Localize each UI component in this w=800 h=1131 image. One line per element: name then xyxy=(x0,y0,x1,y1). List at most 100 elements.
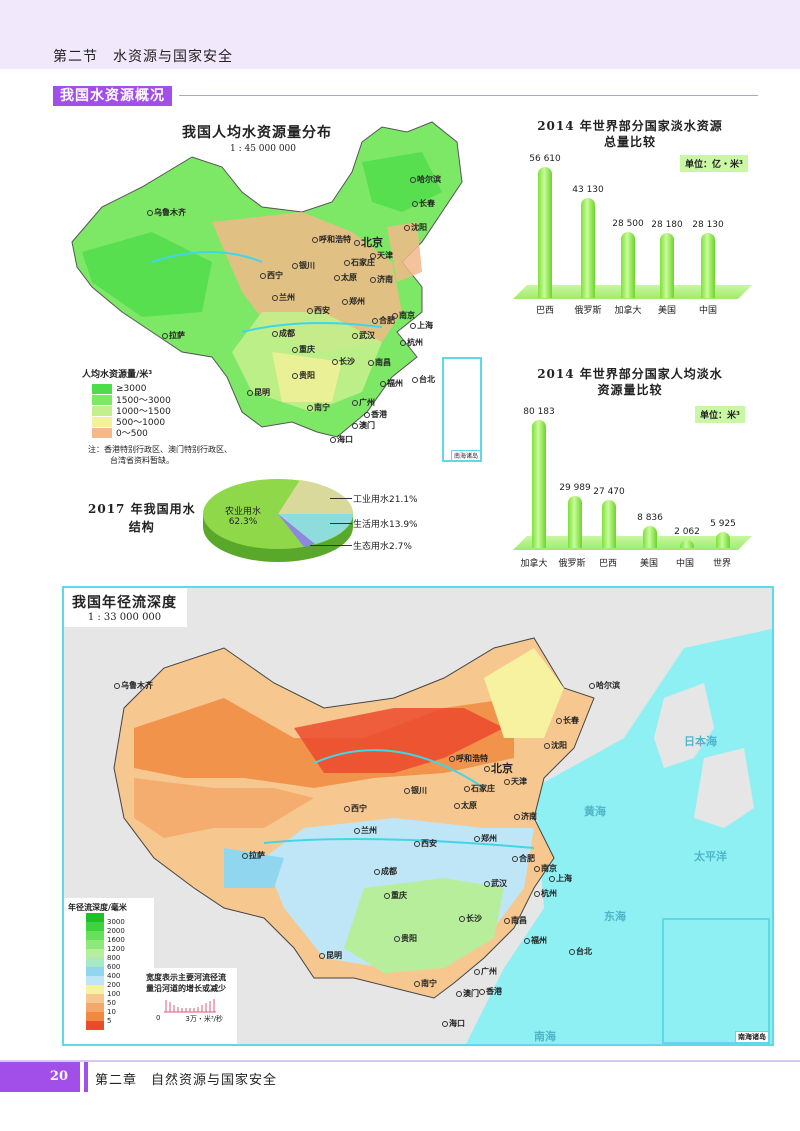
bar xyxy=(643,526,657,548)
city-label: 哈尔滨 xyxy=(589,680,620,691)
legend-item: 500～1000 xyxy=(92,416,171,428)
legend-item: 50 xyxy=(86,994,150,1007)
bar-usa: 28 180 xyxy=(647,115,687,298)
city-label: 兰州 xyxy=(354,825,377,836)
legend-label: 100 xyxy=(107,990,121,998)
bar-china: 28 130 xyxy=(688,115,728,298)
legend-text: 量沿河道的增长或减少 xyxy=(146,984,226,993)
city-label: 香港 xyxy=(479,986,502,997)
legend-swatch xyxy=(86,913,104,922)
legend-swatch xyxy=(86,967,104,976)
bar-area: 80 183 29 989 27 470 8 836 2 062 5 925 xyxy=(517,363,757,548)
total-freshwater-chart: 2014 年世界部分国家淡水资源 总量比较 单位：亿・米³ 56 610 43 … xyxy=(505,115,755,320)
bar xyxy=(532,420,546,548)
legend-title: 年径流深度/毫米 xyxy=(68,903,127,912)
runoff-legend: 年径流深度/毫米 3000 2000 1600 1200 800 600 400… xyxy=(64,898,154,1044)
sea-label: 东海 xyxy=(604,910,626,923)
city-label: 西安 xyxy=(307,305,330,316)
divider xyxy=(179,95,758,96)
map-title: 我国年径流深度 xyxy=(72,595,177,611)
pie-title-line: 结构 xyxy=(128,520,155,534)
bar xyxy=(701,233,715,298)
river-width-scale: 0 3万・米³/秒 xyxy=(146,1014,233,1024)
city-label: 澳门 xyxy=(456,988,479,999)
legend-label: 500～1000 xyxy=(116,418,166,428)
sea-label: 黄海 xyxy=(584,805,606,818)
pie-title-line: 2017 年我国用水 xyxy=(88,502,196,516)
slice-label: 农业用水 xyxy=(225,507,262,517)
city-label: 郑州 xyxy=(474,833,497,844)
city-label: 南宁 xyxy=(307,402,330,413)
city-label: 合肥 xyxy=(372,315,395,326)
city-label: 太原 xyxy=(334,272,357,283)
legend-item: 200 xyxy=(86,976,150,989)
legend-item: 1500～3000 xyxy=(92,394,171,406)
legend-label: 10 xyxy=(107,1008,116,1016)
city-label: 南京 xyxy=(392,310,415,321)
bar-value: 28 180 xyxy=(651,220,683,230)
city-label: 海口 xyxy=(442,1018,465,1029)
legend-swatch xyxy=(86,940,104,949)
city-label: 济南 xyxy=(514,811,537,822)
legend-label: 1200 xyxy=(107,945,125,953)
city-label: 呼和浩特 xyxy=(312,234,351,245)
legend-swatch xyxy=(92,416,112,427)
legend-item: 3000 xyxy=(86,913,150,926)
city-label: 福州 xyxy=(380,378,403,389)
city-label: 济南 xyxy=(370,274,393,285)
bar-value: 43 130 xyxy=(572,185,604,195)
legend-label: ≥3000 xyxy=(116,383,147,394)
legend-item: 800 xyxy=(86,949,150,962)
unit-label: 单位：亿・米³ xyxy=(680,155,748,172)
city-label: 福州 xyxy=(524,935,547,946)
map-scale: 1 : 45 000 000 xyxy=(230,144,297,154)
city-label: 香港 xyxy=(364,409,387,420)
legend-swatch xyxy=(86,1021,104,1030)
legend-label: 1600 xyxy=(107,936,125,944)
city-label: 杭州 xyxy=(400,337,423,348)
city-label: 武汉 xyxy=(484,878,507,889)
city-label: 石家庄 xyxy=(464,783,495,794)
bar-canada: 80 183 xyxy=(519,363,559,548)
legend-item: ≥3000 xyxy=(92,383,171,394)
runoff-depth-map: 我国年径流深度 1 : 33 000 000 乌鲁木齐 哈尔滨 长春 沈阳 呼和… xyxy=(62,586,774,1046)
subsection-label: 我国水资源概况 xyxy=(53,86,172,106)
legend-item: 5 xyxy=(86,1012,150,1025)
bar-china: 2 062 xyxy=(667,363,707,548)
city-label: 广州 xyxy=(474,966,497,977)
south-china-sea-inset: 南海诸岛 xyxy=(662,918,770,1044)
south-china-sea-inset: 南海诸岛 xyxy=(442,357,482,462)
legend-label: 50 xyxy=(107,999,116,1007)
city-label: 北京 xyxy=(354,234,383,250)
pie-label-ecological: 生态用水2.7% xyxy=(353,542,412,552)
legend-item: 2000 xyxy=(86,922,150,935)
bar-value: 2 062 xyxy=(674,527,700,537)
bar-value: 27 470 xyxy=(593,487,625,497)
city-label: 成都 xyxy=(374,866,397,877)
slice-value: 62.3% xyxy=(228,517,258,527)
category-label: 加拿大 xyxy=(614,306,642,316)
bar xyxy=(716,532,730,548)
legend-item: 400 xyxy=(86,967,150,980)
category-label: 中国 xyxy=(698,306,717,316)
city-label: 西安 xyxy=(414,838,437,849)
city-label: 沈阳 xyxy=(544,740,567,751)
chart-title: 2014 年世界部分国家人均淡水 资源量比较 xyxy=(505,366,755,398)
legend-label: 1500～3000 xyxy=(116,396,171,406)
chart-title-line: 总量比较 xyxy=(603,135,656,149)
river-width-legend: 宽度表示主要河流径流 量沿河道的增长或减少 0 3万・米³/秒 xyxy=(142,968,237,1044)
city-label: 南昌 xyxy=(368,357,391,368)
city-label: 澳门 xyxy=(352,420,375,431)
pie-label-domestic: 生活用水13.9% xyxy=(353,520,418,530)
city-label: 西宁 xyxy=(344,803,367,814)
city-label: 呼和浩特 xyxy=(449,753,488,764)
legend-swatch xyxy=(86,1003,104,1012)
per-capita-water-map: 我国人均水资源量分布 1 : 45 000 000 乌鲁木齐 哈尔滨 长春 沈阳… xyxy=(62,112,482,467)
city-label: 昆明 xyxy=(319,950,342,961)
chart-title-line: 2014 年世界部分国家淡水资源 xyxy=(537,119,723,133)
city-label: 郑州 xyxy=(342,296,365,307)
river-width-scale-icon xyxy=(164,999,216,1013)
city-label: 哈尔滨 xyxy=(410,174,441,185)
legend-label: 800 xyxy=(107,954,121,962)
per-capita-freshwater-chart: 2014 年世界部分国家人均淡水 资源量比较 单位：米³ 80 183 29 9… xyxy=(505,363,755,573)
